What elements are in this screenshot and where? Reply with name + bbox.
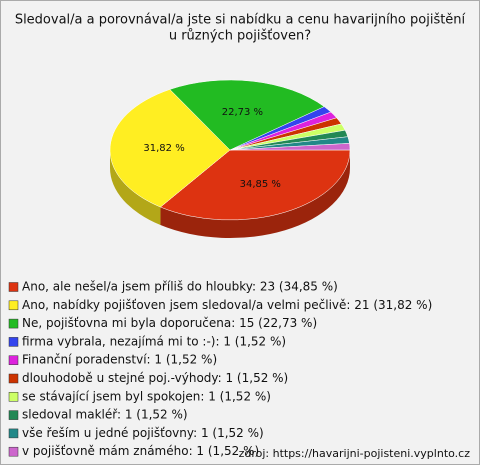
legend-swatch bbox=[8, 318, 19, 329]
legend-swatch bbox=[8, 355, 19, 365]
legend-label: v pojišťovně mám známého: 1 (1,52 %) bbox=[22, 444, 259, 458]
slice bbox=[169, 79, 325, 151]
legend-label: se stávající jsem byl spokojen: 1 (1,52 … bbox=[22, 389, 271, 403]
legend-swatch bbox=[8, 392, 19, 402]
legend-swatch bbox=[8, 337, 19, 347]
source: zdroj: https://havarijni-pojisteni.vypln… bbox=[239, 447, 471, 460]
legend-swatch bbox=[8, 428, 19, 439]
legend-swatch bbox=[8, 282, 19, 292]
legend-label: vše řeším u jedné pojišťovny: 1 (1,52 %) bbox=[22, 426, 264, 440]
legend-label: Ne, pojišťovna mi byla doporučena: 15 (2… bbox=[22, 316, 317, 330]
legend-swatch bbox=[8, 373, 19, 384]
data-label: 34,85 % bbox=[240, 179, 281, 190]
data-label: 31,82 % bbox=[143, 143, 184, 154]
legend-swatch bbox=[8, 300, 19, 311]
legend-label: firma vybrala, nezajímá mi to :-): 1 (1,… bbox=[22, 334, 286, 348]
legend-label: dlouhodobě u stejné poj.-výhody: 1 (1,52… bbox=[22, 371, 288, 385]
legend-label: Ano, ale nešel/a jsem příliš do hloubky:… bbox=[22, 280, 338, 294]
slice-side bbox=[160, 150, 350, 239]
slice bbox=[229, 143, 351, 151]
chart-title: u různých pojišťoven? bbox=[169, 29, 311, 44]
slice bbox=[109, 89, 231, 208]
legend-swatch bbox=[8, 446, 19, 457]
slice-side bbox=[110, 150, 161, 226]
legend-label: Finanční poradenství: 1 (1,52 %) bbox=[22, 353, 217, 367]
data-label: 22,73 % bbox=[222, 107, 263, 118]
chart-title: Sledoval/a a porovnával/a jste si nabídk… bbox=[15, 13, 466, 28]
legend-label: sledoval makléř: 1 (1,52 %) bbox=[22, 408, 188, 422]
legend-swatch bbox=[8, 410, 19, 420]
slice bbox=[159, 149, 351, 221]
legend-label: Ano, nabídky pojišťoven jsem sledoval/a … bbox=[22, 298, 432, 312]
